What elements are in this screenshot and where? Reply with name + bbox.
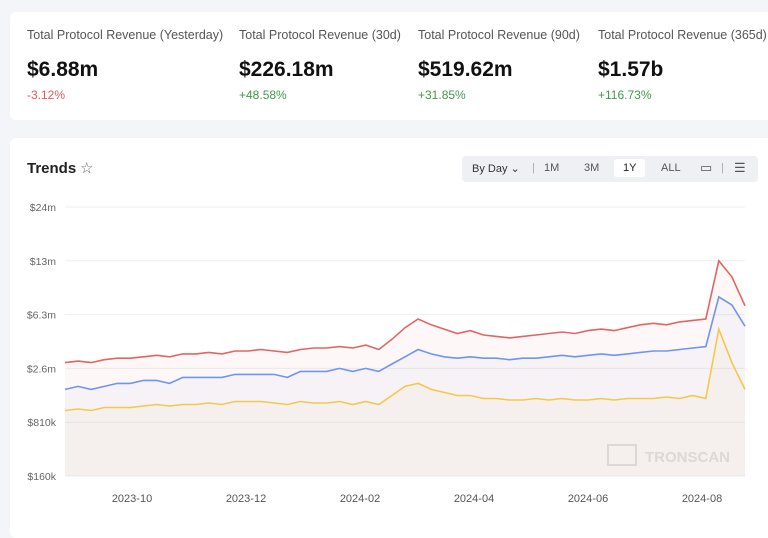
y-tick-label: $6.3m — [27, 310, 56, 322]
x-tick-label: 2024-06 — [568, 493, 608, 505]
x-tick-label: 2023-10 — [112, 493, 152, 505]
y-tick-label: $160k — [27, 471, 56, 483]
x-tick-label: 2024-02 — [340, 493, 380, 505]
x-tick-label: 2024-08 — [682, 493, 722, 505]
x-tick-label: 2023-12 — [226, 493, 266, 505]
y-tick-label: $2.6m — [27, 363, 56, 375]
y-tick-label: $24m — [30, 202, 57, 214]
x-tick-label: 2024-04 — [454, 493, 494, 505]
y-tick-label: $13m — [30, 256, 57, 268]
y-tick-label: $810k — [27, 417, 56, 429]
trends-chart: $160k$810k$2.6m$6.3m$13m$24mTRONSCAN2023… — [0, 0, 768, 515]
